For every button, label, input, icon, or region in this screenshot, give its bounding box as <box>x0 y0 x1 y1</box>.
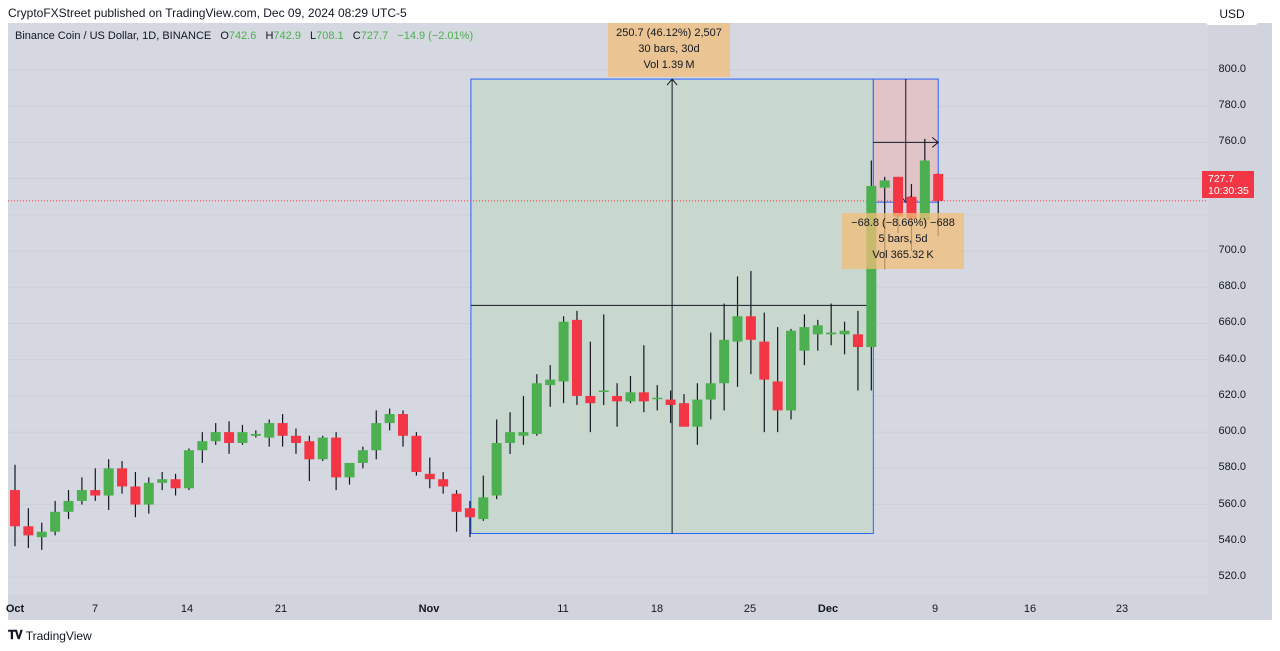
price-tick: 660.0 <box>1218 316 1246 329</box>
price-tick: 560.0 <box>1218 497 1246 510</box>
measure-down-line1: −68.8 (−8.66%) −688 <box>851 217 955 229</box>
time-tick: 21 <box>274 603 288 615</box>
change-value: −14.9 (−2.01%) <box>397 30 474 42</box>
price-tick: 780.0 <box>1218 99 1246 112</box>
currency-button[interactable]: USD <box>1206 3 1258 25</box>
price-tick: 760.0 <box>1218 135 1246 148</box>
measure-up-label: 250.7 (46.12%) 2,507 30 bars, 30d Vol 1.… <box>608 23 730 77</box>
tradingview-logo-icon: 𝐓𝐕 <box>8 628 23 642</box>
price-tick: 640.0 <box>1218 352 1246 365</box>
time-tick: 7 <box>91 603 99 615</box>
chart-frame: Binance Coin / US Dollar, 1D, BINANCE O7… <box>5 23 1272 620</box>
price-tick: 600.0 <box>1218 425 1246 438</box>
time-tick: 11 <box>557 603 569 615</box>
time-tick: 14 <box>180 603 194 615</box>
price-tick: 540.0 <box>1218 533 1246 546</box>
measure-up-line2: 30 bars, 30d <box>638 43 700 55</box>
low-label: L <box>310 30 317 42</box>
measure-up-line1: 250.7 (46.12%) 2,507 <box>616 27 722 39</box>
bar-countdown: 10:30:35 <box>1208 185 1249 197</box>
time-tick: 25 <box>743 603 757 615</box>
measure-down-line2: 5 bars, 5d <box>878 233 928 245</box>
price-tick: 680.0 <box>1218 280 1246 293</box>
measure-down-label: −68.8 (−8.66%) −688 5 bars, 5d Vol 365.3… <box>842 213 964 269</box>
open-value: 742.6 <box>228 30 257 42</box>
price-tick: 800.0 <box>1218 63 1246 75</box>
chart-plot-area[interactable]: Binance Coin / US Dollar, 1D, BINANCE O7… <box>8 23 1208 595</box>
time-tick: Oct <box>5 603 25 615</box>
brand-name: TradingView <box>25 628 92 643</box>
time-tick: 16 <box>1023 603 1037 615</box>
time-tick: 23 <box>1115 603 1129 615</box>
price-tick: 620.0 <box>1218 388 1246 401</box>
measure-down-line3: Vol 365.32 K <box>872 249 934 261</box>
time-axis[interactable]: Oct 7 14 21 Nov 11 18 25 Dec 9 16 23 <box>5 595 1208 620</box>
low-value: 708.1 <box>316 30 344 42</box>
time-tick: Nov <box>418 603 440 615</box>
price-tick: 580.0 <box>1218 461 1246 474</box>
open-label: O <box>220 30 229 42</box>
time-tick: 9 <box>931 603 939 615</box>
close-value: 727.7 <box>360 30 389 42</box>
last-price-value: 727.7 <box>1208 173 1235 185</box>
time-tick: Dec <box>817 603 839 615</box>
publisher-caption: CryptoFXStreet published on TradingView.… <box>8 6 407 20</box>
candlestick-chart[interactable] <box>8 23 1208 595</box>
high-value: 742.9 <box>273 30 301 42</box>
time-tick: 18 <box>650 603 664 615</box>
price-tick: 520.0 <box>1218 569 1246 582</box>
measure-up-line3: Vol 1.39 M <box>643 59 695 71</box>
high-label: H <box>265 30 274 42</box>
last-price-label: 727.7 10:30:35 <box>1202 171 1254 198</box>
footer-brand: 𝐓𝐕 TradingView <box>8 628 92 643</box>
symbol-legend: Binance Coin / US Dollar, 1D, BINANCE O7… <box>15 30 473 42</box>
symbol-title: Binance Coin / US Dollar, 1D, BINANCE <box>15 30 212 42</box>
price-tick: 700.0 <box>1218 244 1246 257</box>
close-label: C <box>352 30 361 42</box>
